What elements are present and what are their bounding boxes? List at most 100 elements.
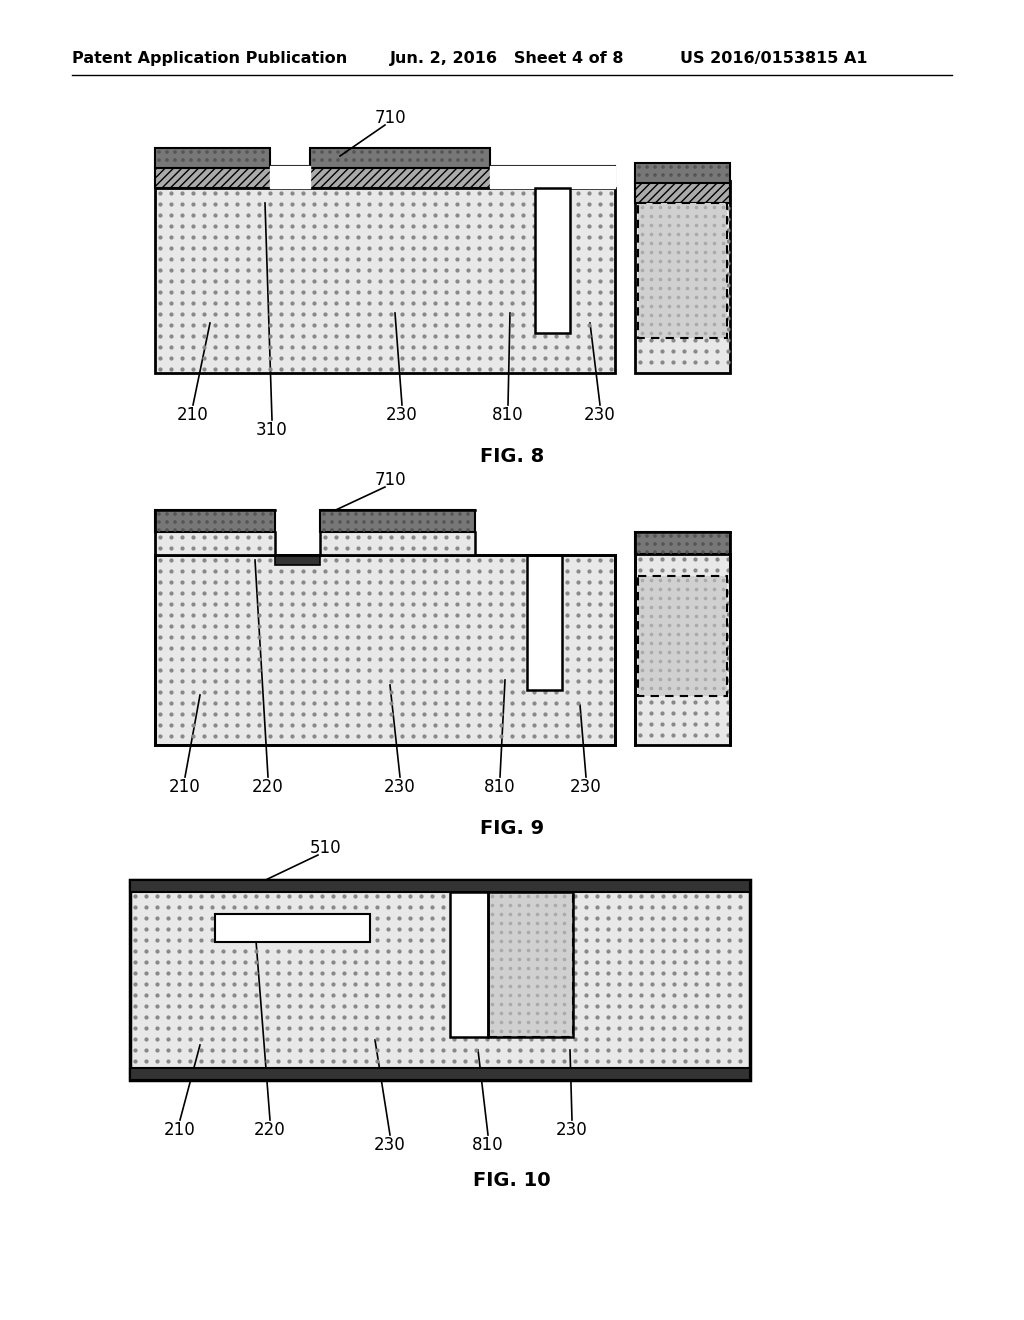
Circle shape <box>247 735 250 738</box>
Circle shape <box>651 961 654 964</box>
Circle shape <box>669 260 671 263</box>
Circle shape <box>727 273 730 276</box>
Circle shape <box>727 230 730 232</box>
Circle shape <box>193 335 195 338</box>
Circle shape <box>456 368 459 371</box>
Circle shape <box>518 940 520 942</box>
Circle shape <box>230 513 232 515</box>
Circle shape <box>281 280 283 282</box>
Circle shape <box>445 702 447 705</box>
Circle shape <box>456 536 459 539</box>
Circle shape <box>588 570 591 573</box>
Circle shape <box>181 659 184 661</box>
Circle shape <box>244 1005 247 1008</box>
Circle shape <box>662 230 664 232</box>
Circle shape <box>170 593 173 595</box>
Circle shape <box>722 297 725 298</box>
Circle shape <box>651 1016 654 1019</box>
Circle shape <box>325 725 327 727</box>
Circle shape <box>663 994 665 997</box>
Circle shape <box>683 329 686 331</box>
Circle shape <box>269 603 272 606</box>
Circle shape <box>519 906 522 909</box>
Circle shape <box>167 884 170 887</box>
Circle shape <box>522 335 525 338</box>
Circle shape <box>329 150 331 153</box>
Circle shape <box>325 313 327 315</box>
Circle shape <box>508 895 511 898</box>
Circle shape <box>174 529 176 531</box>
Circle shape <box>706 296 708 298</box>
Circle shape <box>322 1005 324 1008</box>
Circle shape <box>722 643 725 644</box>
Circle shape <box>456 259 459 261</box>
Circle shape <box>508 928 511 931</box>
Circle shape <box>423 335 426 338</box>
Circle shape <box>486 1060 488 1063</box>
Circle shape <box>170 702 173 705</box>
Circle shape <box>588 659 591 661</box>
Circle shape <box>727 185 730 187</box>
Circle shape <box>134 917 137 920</box>
Circle shape <box>379 626 382 628</box>
Circle shape <box>717 1005 720 1008</box>
Circle shape <box>170 713 173 715</box>
Circle shape <box>423 346 426 348</box>
Circle shape <box>684 895 687 898</box>
Circle shape <box>563 977 565 978</box>
Circle shape <box>537 895 539 898</box>
Circle shape <box>544 292 547 294</box>
Circle shape <box>299 906 302 909</box>
Circle shape <box>167 1049 170 1052</box>
Circle shape <box>489 570 492 573</box>
Circle shape <box>672 362 675 364</box>
Circle shape <box>193 203 195 206</box>
Circle shape <box>486 950 488 953</box>
Circle shape <box>244 983 247 986</box>
Circle shape <box>651 972 654 975</box>
Circle shape <box>198 150 200 153</box>
Circle shape <box>578 692 580 694</box>
Circle shape <box>247 593 250 595</box>
Circle shape <box>368 626 371 628</box>
Circle shape <box>541 1027 544 1030</box>
Circle shape <box>278 1038 280 1041</box>
Circle shape <box>678 224 680 227</box>
Circle shape <box>566 692 569 694</box>
Bar <box>275 554 319 565</box>
Circle shape <box>714 606 716 609</box>
Circle shape <box>534 358 536 360</box>
Circle shape <box>673 994 676 997</box>
Circle shape <box>610 713 613 715</box>
Circle shape <box>722 243 725 244</box>
Circle shape <box>288 1049 291 1052</box>
Circle shape <box>552 1005 555 1008</box>
Circle shape <box>578 247 580 249</box>
Circle shape <box>650 701 653 704</box>
Circle shape <box>269 325 272 327</box>
Circle shape <box>650 240 653 243</box>
Circle shape <box>518 986 520 987</box>
Circle shape <box>269 536 272 539</box>
Circle shape <box>610 581 613 583</box>
Circle shape <box>662 591 664 594</box>
Circle shape <box>534 313 536 315</box>
Circle shape <box>694 284 697 286</box>
Circle shape <box>518 968 520 970</box>
Circle shape <box>555 214 558 216</box>
Circle shape <box>508 939 511 942</box>
Circle shape <box>672 723 675 726</box>
Circle shape <box>669 624 671 627</box>
Circle shape <box>335 647 338 649</box>
Circle shape <box>610 226 613 228</box>
Circle shape <box>706 701 708 704</box>
Circle shape <box>193 193 195 195</box>
Text: 510: 510 <box>310 840 342 857</box>
Circle shape <box>247 214 250 216</box>
Circle shape <box>588 647 591 649</box>
Circle shape <box>291 247 294 249</box>
Circle shape <box>431 972 434 975</box>
Circle shape <box>650 624 653 627</box>
Circle shape <box>722 598 725 599</box>
Circle shape <box>585 1038 588 1041</box>
